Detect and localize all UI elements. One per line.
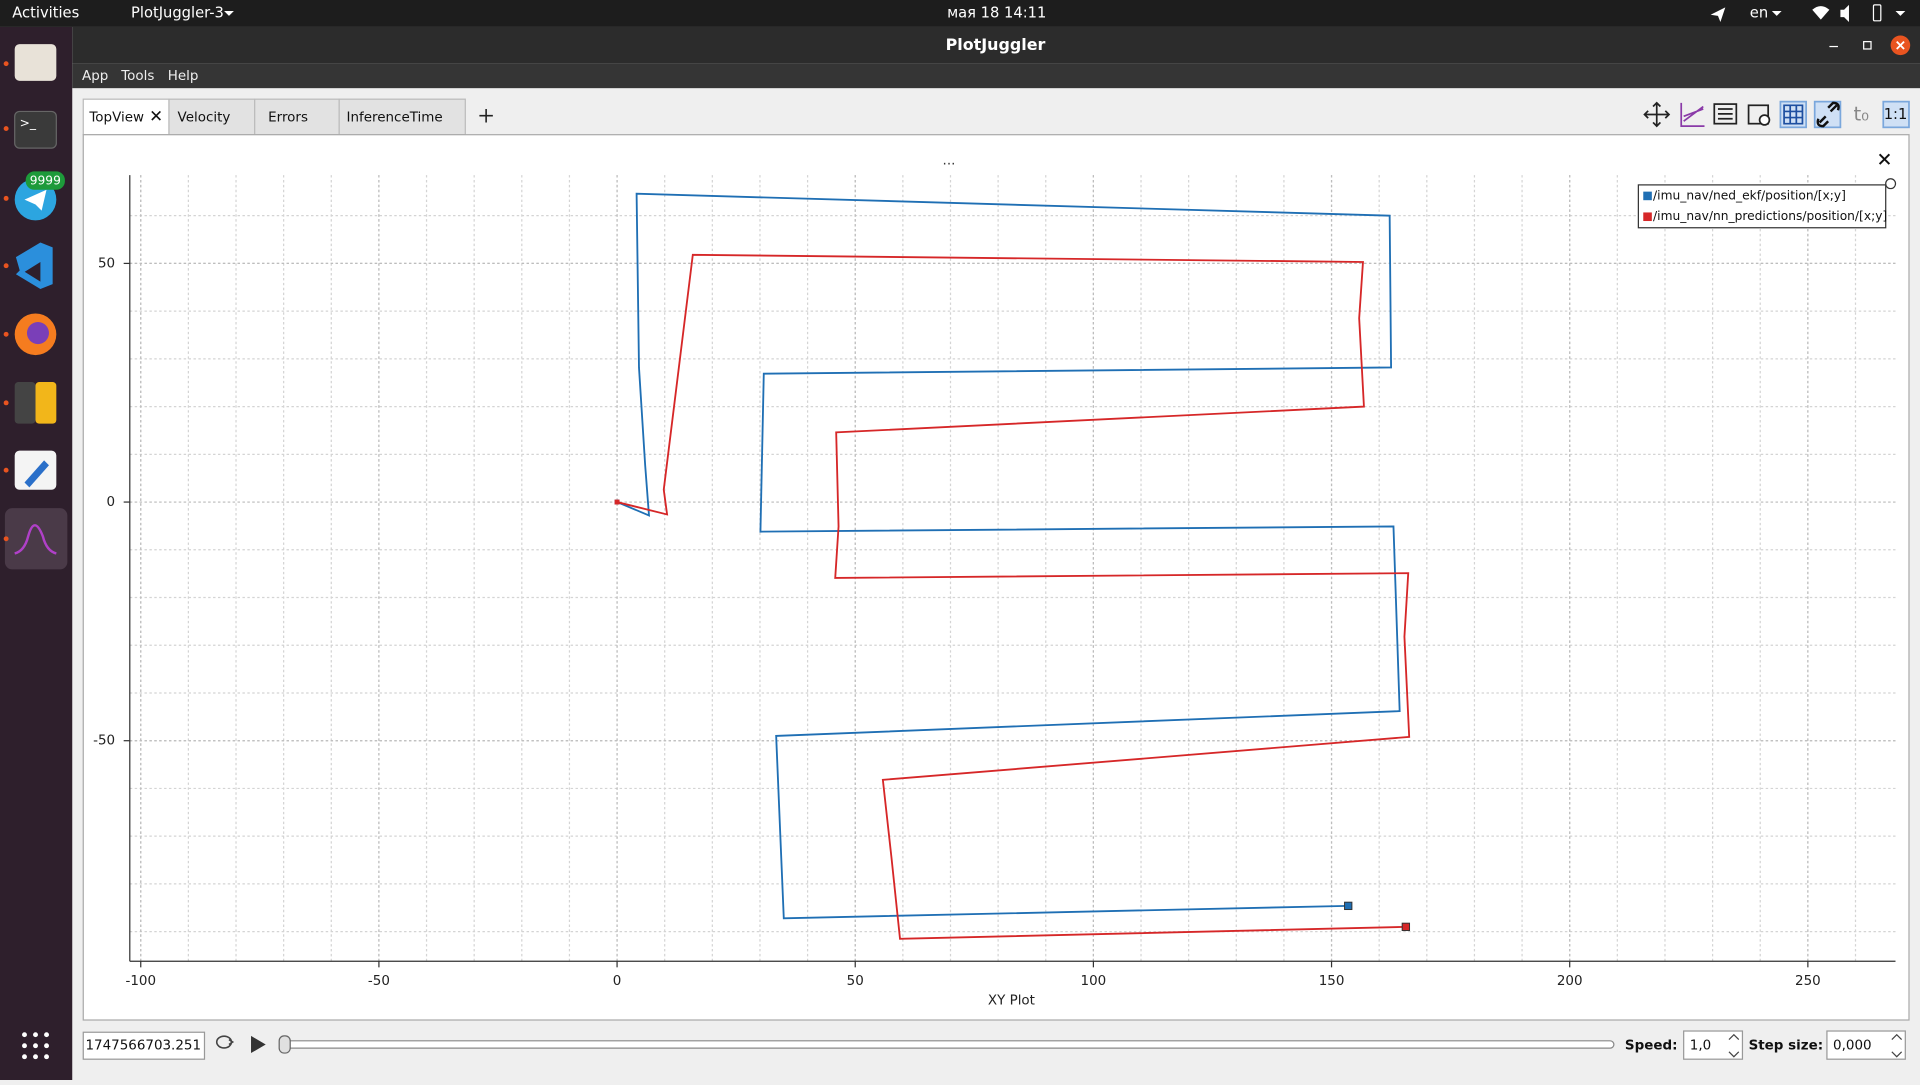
- end-marker: [1344, 901, 1353, 911]
- menu-item[interactable]: App: [82, 69, 108, 84]
- telegram-tray[interactable]: [1710, 7, 1726, 23]
- dropdown-arrow: [1771, 11, 1782, 16]
- step-input[interactable]: [1826, 1030, 1906, 1060]
- dropdown-arrow: [1895, 11, 1906, 16]
- tab-label: InferenceTime: [347, 111, 443, 126]
- app-menu[interactable]: PlotJuggler-3: [131, 4, 224, 21]
- legend-swatch: [1643, 191, 1652, 201]
- speed-label: Speed:: [1625, 1039, 1678, 1054]
- timeline-button[interactable]: [1747, 104, 1770, 125]
- grid-glyph: [1783, 104, 1804, 125]
- x-tick-label: 150: [1319, 974, 1345, 989]
- loop-button[interactable]: [215, 1035, 235, 1049]
- maximize-button[interactable]: [1863, 41, 1872, 50]
- legend-button[interactable]: [1713, 103, 1738, 125]
- speed-value: 1,0: [1690, 1039, 1711, 1054]
- clock[interactable]: мая 18 14:11: [947, 4, 1046, 21]
- title-bar: [72, 26, 1920, 64]
- x-tick-label: 200: [1557, 974, 1583, 989]
- zoom-out-button[interactable]: [1680, 102, 1705, 127]
- calculator-icon-part: [35, 382, 57, 424]
- step-label: Step size:: [1749, 1039, 1824, 1054]
- terminal-icon[interactable]: [14, 110, 57, 149]
- vscode-icon[interactable]: [15, 242, 53, 289]
- tab[interactable]: [254, 98, 340, 136]
- x-tick-label: 0: [613, 974, 622, 989]
- ratio-label: 1:1: [1884, 106, 1908, 123]
- volume-icon[interactable]: [1840, 4, 1849, 23]
- y-tick-label: 50: [98, 256, 115, 271]
- battery-icon[interactable]: [1872, 4, 1882, 22]
- legend-swatch: [1643, 212, 1652, 222]
- x-tick-label: 250: [1795, 974, 1821, 989]
- badge: [25, 171, 65, 190]
- y-tick-label: -50: [93, 734, 115, 749]
- pan-button[interactable]: [1643, 101, 1671, 128]
- step-spinner[interactable]: [1891, 1033, 1903, 1058]
- start-marker: [614, 499, 620, 505]
- legend-box: [1637, 184, 1887, 229]
- timestamp-input[interactable]: [82, 1031, 206, 1060]
- legend-label: /imu_nav/nn_predictions/position/[x;y]: [1653, 209, 1887, 223]
- play-button[interactable]: [251, 1035, 266, 1054]
- speed-spinner[interactable]: [1728, 1033, 1740, 1058]
- tab-label: TopView: [88, 111, 144, 126]
- x-axis-label: XY Plot: [988, 993, 1035, 1008]
- link-glyph: [1816, 101, 1840, 128]
- running-indicators: [3, 61, 9, 542]
- step-value: 0,000: [1833, 1039, 1872, 1054]
- top-bar: [0, 0, 1920, 27]
- badge-count: 9999: [30, 174, 61, 188]
- activities[interactable]: Activities: [12, 4, 79, 21]
- tab-label: Errors: [268, 111, 308, 126]
- x-tick-label: -100: [125, 974, 156, 989]
- show-apps[interactable]: [22, 1032, 49, 1060]
- telegram-glyph: [24, 189, 47, 211]
- legend-glyph: [1717, 108, 1733, 120]
- slider-handle[interactable]: [278, 1035, 291, 1054]
- calculator-icon[interactable]: [14, 382, 36, 424]
- wifi-icon[interactable]: [1812, 6, 1830, 20]
- series-line: [616, 253, 1411, 940]
- add-tab[interactable]: [479, 108, 493, 123]
- time-offset-button[interactable]: t₀: [1853, 103, 1869, 126]
- files-icon[interactable]: [14, 44, 57, 81]
- legend-label: /imu_nav/ned_ekf/position/[x;y]: [1653, 188, 1846, 202]
- tab-close[interactable]: [151, 110, 161, 121]
- menu-item[interactable]: Help: [168, 69, 199, 84]
- timestamp: 1747566703.251: [85, 1039, 201, 1054]
- dropdown-arrow: [224, 11, 234, 16]
- language[interactable]: en: [1750, 4, 1768, 21]
- end-marker: [1401, 922, 1411, 932]
- timeline-glyph: [1758, 114, 1771, 126]
- time-slider[interactable]: [281, 1040, 1615, 1049]
- y-tick-label: 0: [107, 495, 116, 510]
- firefox-glyph: [26, 322, 49, 345]
- window-title: PlotJuggler: [946, 35, 1046, 54]
- tab[interactable]: [338, 98, 466, 136]
- plot: -100 -50 0 50 100 150 200 250 -50 0 50 XY Plot/imu_…: [93, 175, 1897, 1008]
- plotjuggler-icon[interactable]: [14, 524, 57, 555]
- close-plot[interactable]: [1878, 153, 1891, 165]
- menu-item[interactable]: Tools: [120, 69, 154, 84]
- legend-handle: [1885, 178, 1897, 190]
- menu-bar: [72, 63, 1920, 89]
- ratio-button-active[interactable]: [1882, 100, 1910, 129]
- x-tick-label: 50: [847, 974, 864, 989]
- x-tick-label: -50: [368, 974, 390, 989]
- plot-menu[interactable]: ...: [943, 153, 956, 168]
- active-app-highlight: [4, 508, 68, 570]
- series-line: [616, 192, 1401, 920]
- x-tick-label: 100: [1081, 974, 1107, 989]
- tab-label: Velocity: [178, 111, 231, 126]
- editor-glyph: [24, 460, 49, 488]
- close-glyph: [1896, 40, 1905, 50]
- terminal-glyph: >_: [20, 116, 37, 130]
